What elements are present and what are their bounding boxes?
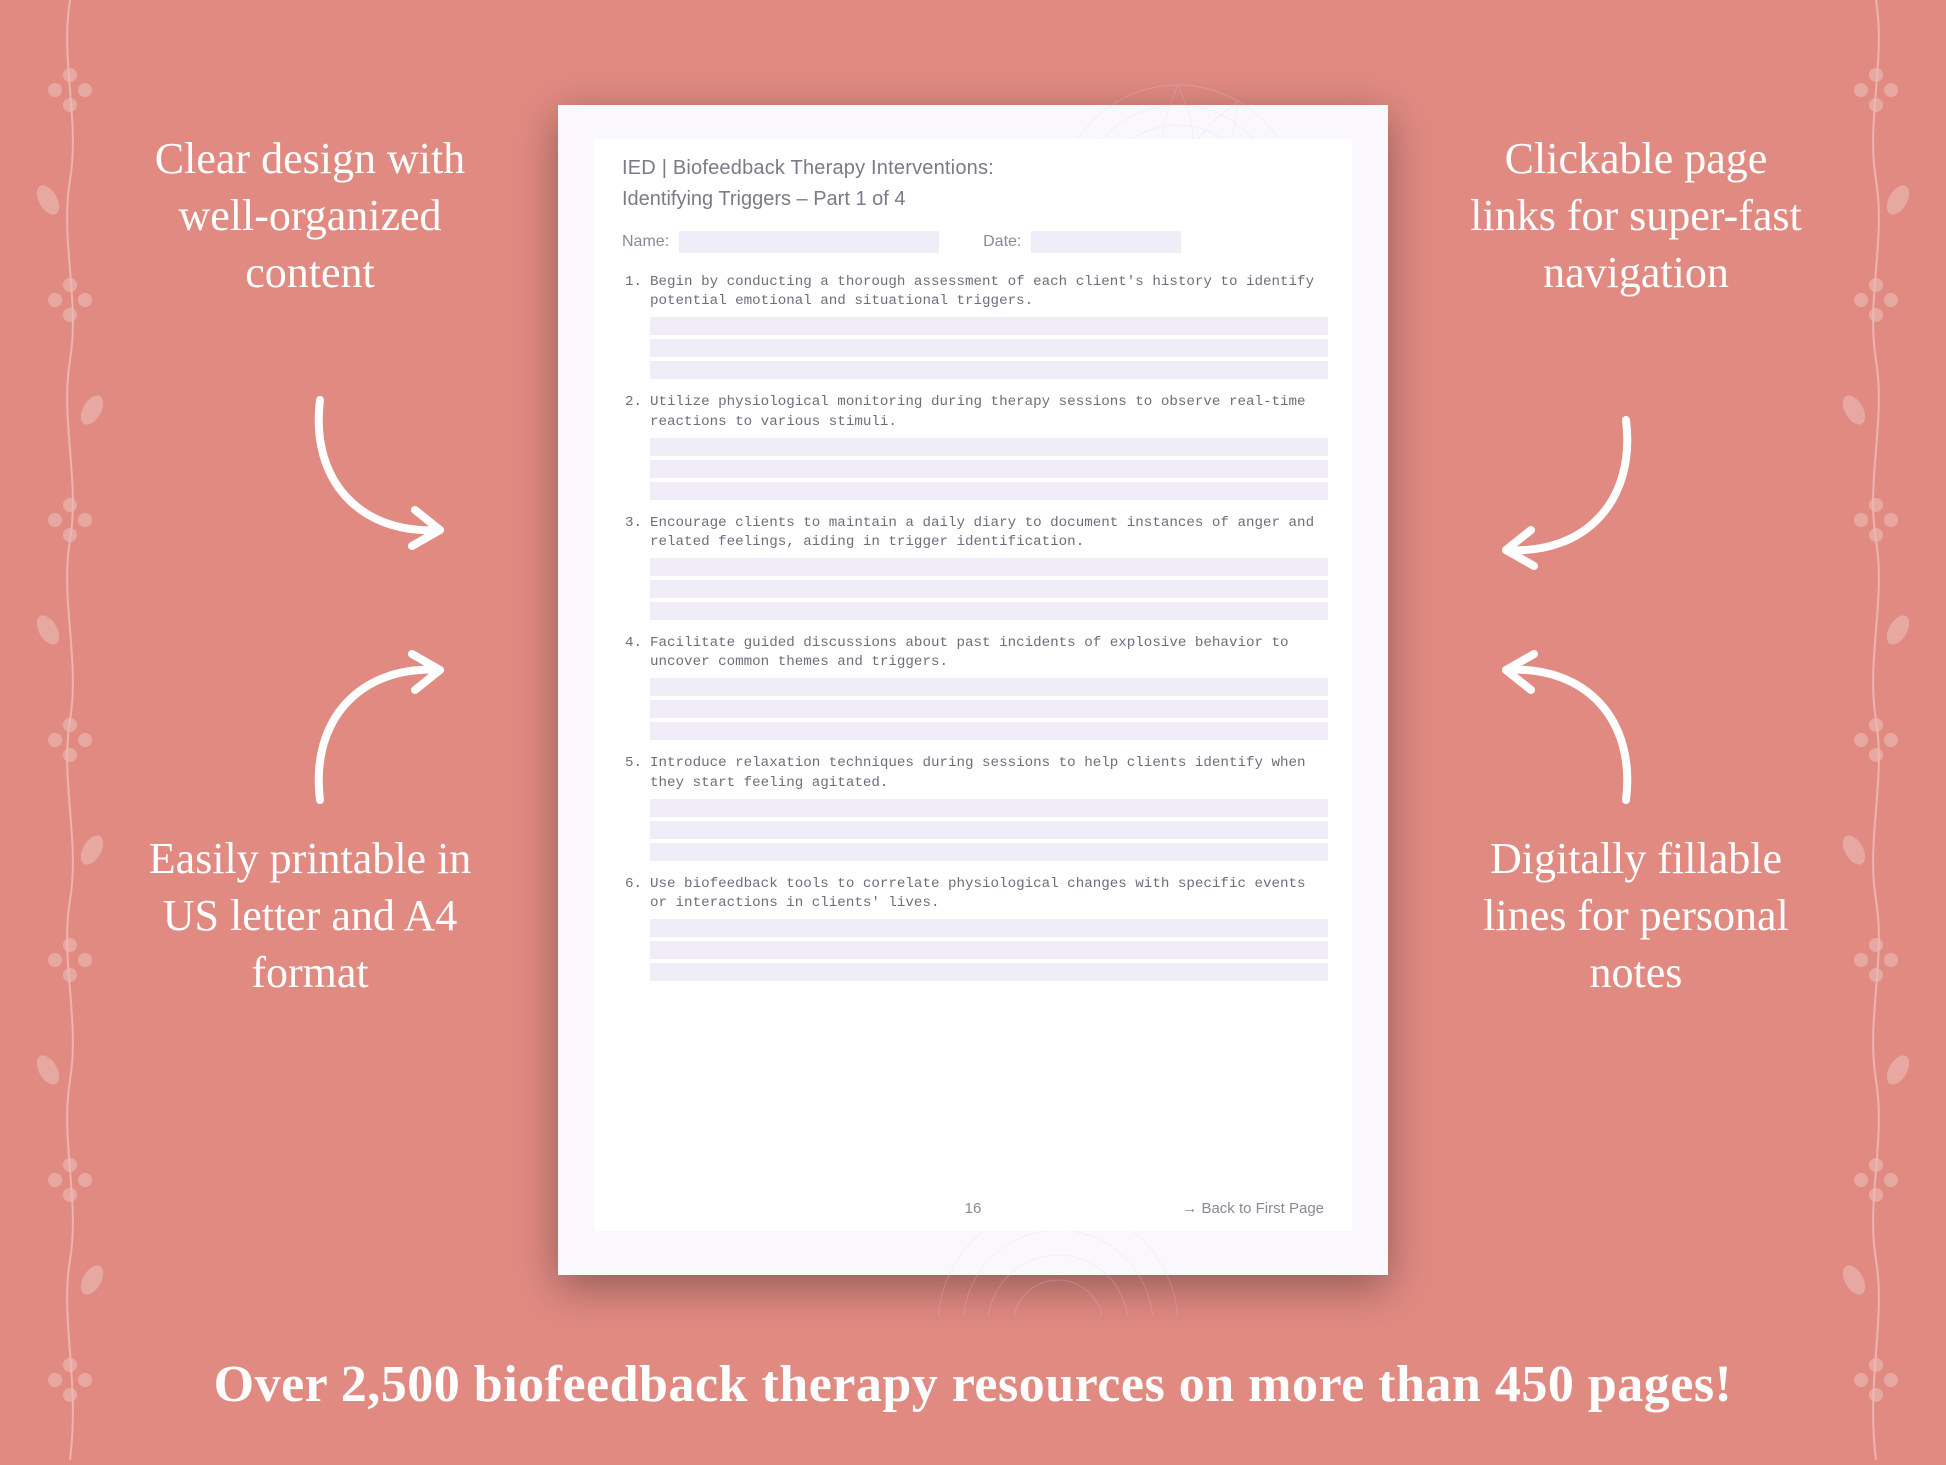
item-text: Encourage clients to maintain a daily di…: [650, 514, 1328, 552]
list-item: 4.Facilitate guided discussions about pa…: [622, 634, 1328, 740]
document-subtitle: Identifying Triggers – Part 1 of 4: [622, 188, 1328, 211]
page-footer: 16 → Back to First Page: [594, 1200, 1352, 1217]
item-number: 1.: [622, 273, 642, 311]
fillable-line[interactable]: [650, 700, 1328, 718]
item-number: 3.: [622, 514, 642, 552]
callout-bottom-left: Easily printable in US letter and A4 for…: [140, 830, 480, 1002]
list-item: 3.Encourage clients to maintain a daily …: [622, 514, 1328, 620]
date-label: Date:: [983, 233, 1021, 251]
date-field[interactable]: [1031, 231, 1181, 253]
floral-border-left: [10, 0, 130, 1460]
page-number: 16: [965, 1200, 982, 1217]
fillable-line[interactable]: [650, 317, 1328, 335]
item-text: Facilitate guided discussions about past…: [650, 634, 1328, 672]
fillable-line[interactable]: [650, 460, 1328, 478]
callout-bottom-right: Digitally fillable lines for personal no…: [1466, 830, 1806, 1002]
document-page: IED | Biofeedback Therapy Interventions:…: [558, 105, 1388, 1275]
fillable-line[interactable]: [650, 339, 1328, 357]
item-text: Use biofeedback tools to correlate physi…: [650, 875, 1328, 913]
name-date-row: Name: Date:: [622, 231, 1328, 253]
floral-border-right: [1816, 0, 1936, 1460]
fillable-line[interactable]: [650, 843, 1328, 861]
item-text: Utilize physiological monitoring during …: [650, 393, 1328, 431]
name-field[interactable]: [679, 231, 939, 253]
fillable-line[interactable]: [650, 678, 1328, 696]
fillable-line[interactable]: [650, 799, 1328, 817]
fillable-line[interactable]: [650, 963, 1328, 981]
infographic-stage: Clear design with well-organized content…: [0, 0, 1946, 1460]
fillable-line[interactable]: [650, 580, 1328, 598]
list-item: 1.Begin by conducting a thorough assessm…: [622, 273, 1328, 379]
page-inner-white: IED | Biofeedback Therapy Interventions:…: [594, 139, 1352, 1231]
fillable-line[interactable]: [650, 558, 1328, 576]
item-number: 2.: [622, 393, 642, 431]
list-item: 5.Introduce relaxation techniques during…: [622, 754, 1328, 860]
list-item: 6.Use biofeedback tools to correlate phy…: [622, 875, 1328, 981]
fillable-line[interactable]: [650, 438, 1328, 456]
item-number: 4.: [622, 634, 642, 672]
fillable-line[interactable]: [650, 919, 1328, 937]
arrow-top-right: [1466, 400, 1666, 600]
fillable-line[interactable]: [650, 482, 1328, 500]
callout-top-left: Clear design with well-organized content: [140, 130, 480, 302]
back-to-first-link[interactable]: → Back to First Page: [981, 1200, 1324, 1217]
item-text: Introduce relaxation techniques during s…: [650, 754, 1328, 792]
item-number: 5.: [622, 754, 642, 792]
document-title: IED | Biofeedback Therapy Interventions:: [622, 157, 1328, 180]
list-item: 2.Utilize physiological monitoring durin…: [622, 393, 1328, 499]
arrow-top-left: [280, 380, 480, 580]
bottom-banner: Over 2,500 biofeedback therapy resources…: [0, 1355, 1946, 1414]
name-label: Name:: [622, 233, 669, 251]
item-number: 6.: [622, 875, 642, 913]
fillable-line[interactable]: [650, 602, 1328, 620]
fillable-line[interactable]: [650, 821, 1328, 839]
arrow-bottom-left: [280, 620, 480, 820]
item-text: Begin by conducting a thorough assessmen…: [650, 273, 1328, 311]
fillable-line[interactable]: [650, 941, 1328, 959]
arrow-bottom-right: [1466, 620, 1666, 820]
fillable-line[interactable]: [650, 361, 1328, 379]
callout-top-right: Clickable page links for super-fast navi…: [1466, 130, 1806, 302]
items-list: 1.Begin by conducting a thorough assessm…: [622, 273, 1328, 981]
fillable-line[interactable]: [650, 722, 1328, 740]
